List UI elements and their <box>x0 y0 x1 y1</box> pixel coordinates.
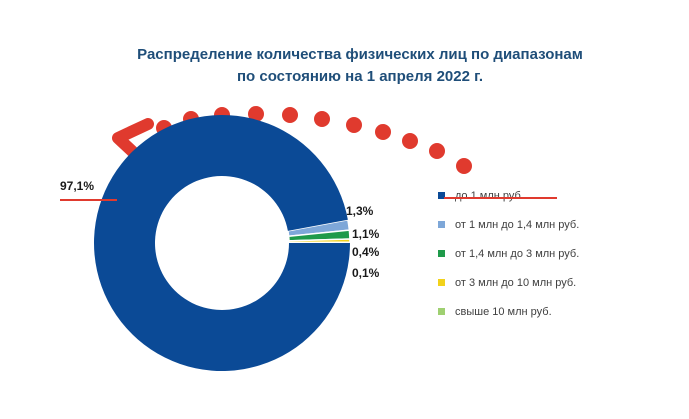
legend-swatch <box>438 279 445 286</box>
chart-legend: до 1 млн руб. от 1 млн до 1,4 млн руб. от … <box>438 181 579 326</box>
legend-item: от 1,4 млн до 3 млн руб. <box>438 239 579 268</box>
chart-title-line1: Распределение количества физических лиц … <box>137 46 583 63</box>
value-labels: 97,1% 1,3% 1,1% 0,4% 0,1% <box>60 179 380 280</box>
value-label-0: 97,1% <box>60 179 94 193</box>
arrow-dot <box>282 107 298 123</box>
legend-item: от 1 млн до 1,4 млн руб. <box>438 210 579 239</box>
arrow-dot <box>314 111 330 127</box>
legend-item: свыше 10 млн руб. <box>438 297 579 326</box>
legend-swatch <box>438 221 445 228</box>
arrow-dot <box>429 143 445 159</box>
arrow-dot <box>375 124 391 140</box>
arrow-dot <box>402 133 418 149</box>
legend-label: свыше 10 млн руб. <box>455 305 552 318</box>
underline-legend-first <box>444 197 557 199</box>
value-label-1: 1,3% <box>346 204 374 218</box>
arrow-dot <box>346 117 362 133</box>
arrow-dot <box>248 106 264 122</box>
value-label-3: 0,4% <box>352 245 380 259</box>
legend-label: от 3 млн до 10 млн руб. <box>455 276 577 289</box>
legend-item: до 1 млн руб. <box>438 181 579 210</box>
value-label-4: 0,1% <box>352 266 380 280</box>
donut-slice-0 <box>93 115 350 372</box>
donut-slice-4 <box>288 241 351 244</box>
underline-97-label <box>60 199 117 201</box>
legend-swatch <box>438 308 445 315</box>
donut-slices <box>93 115 351 372</box>
chart-title-line2: по состоянию на 1 апреля 2022 г. <box>236 68 484 85</box>
value-label-2: 1,1% <box>352 227 380 241</box>
legend-label: до 1 млн руб. <box>455 189 524 202</box>
chart-title: Распределение количества физических лиц … <box>0 44 689 88</box>
legend-item: от 3 млн до 10 млн руб. <box>438 268 579 297</box>
legend-swatch <box>438 250 445 257</box>
arrow-dot <box>456 158 472 174</box>
legend-swatch <box>438 192 445 199</box>
legend-label: от 1 млн до 1,4 млн руб. <box>455 218 580 231</box>
legend-label: от 1,4 млн до 3 млн руб. <box>455 247 580 260</box>
